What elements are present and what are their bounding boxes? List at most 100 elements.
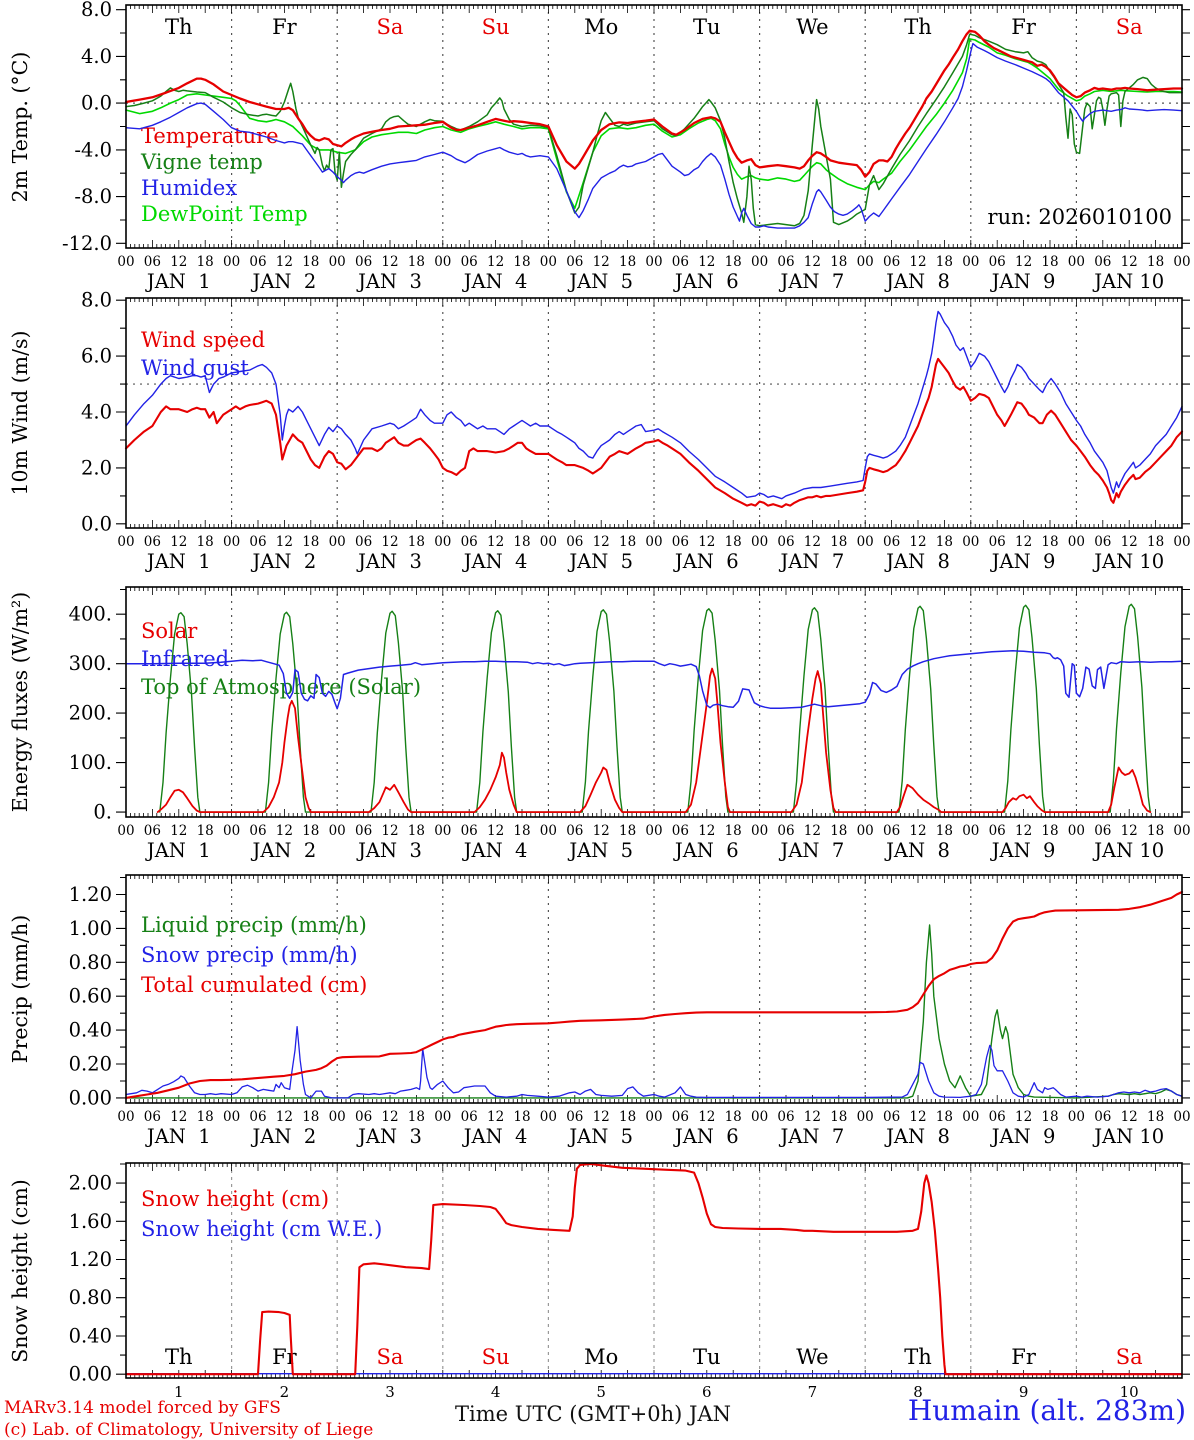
hour-label: 00 xyxy=(329,534,346,550)
legend-wind-speed: Wind speed xyxy=(141,328,265,352)
hour-label: 12 xyxy=(804,254,821,270)
hour-label: 12 xyxy=(276,823,293,839)
hour-label: 06 xyxy=(1094,534,1111,550)
hour-label: 18 xyxy=(513,254,530,270)
hour-label: 18 xyxy=(1041,823,1058,839)
hour-label: 06 xyxy=(144,254,161,270)
y-tick-label: 0.80 xyxy=(69,1286,112,1309)
day-label: JAN 1 xyxy=(145,839,211,862)
hour-label: 00 xyxy=(117,823,134,839)
hour-label: 12 xyxy=(804,823,821,839)
y-tick-label: 0.0 xyxy=(81,512,112,535)
hour-label: 18 xyxy=(936,823,953,839)
series-liquid-precip xyxy=(125,924,1183,1099)
hour-label: 06 xyxy=(989,254,1006,270)
hour-label: 12 xyxy=(170,534,187,550)
day-label: JAN 3 xyxy=(356,1125,422,1148)
series-snow-precip xyxy=(125,1026,1183,1099)
hour-label: 06 xyxy=(355,534,372,550)
hour-label: 00 xyxy=(962,823,979,839)
hour-label: 18 xyxy=(197,534,214,550)
hour-label: 06 xyxy=(989,823,1006,839)
hour-label: 18 xyxy=(1147,1109,1164,1125)
hour-label: 00 xyxy=(223,254,240,270)
day-label: JAN 4 xyxy=(462,270,528,293)
day-label: JAN 6 xyxy=(673,270,739,293)
y-tick-label: 0.80 xyxy=(69,951,112,974)
day-label: JAN 10 xyxy=(1092,1125,1164,1148)
hour-label: 00 xyxy=(1068,534,1085,550)
day-number-label: 2 xyxy=(280,1383,290,1401)
hour-label: 12 xyxy=(698,823,715,839)
hour-ticks xyxy=(130,875,1178,1103)
series-temperature xyxy=(124,29,1184,178)
day-name: We xyxy=(796,15,828,39)
hour-label: 18 xyxy=(1041,534,1058,550)
hour-label: 00 xyxy=(540,1109,557,1125)
hour-label: 18 xyxy=(830,1109,847,1125)
y-tick-label: 2.0 xyxy=(81,456,112,479)
day-name: Su xyxy=(482,15,510,39)
day-label: JAN 1 xyxy=(145,550,211,573)
day-name: Th xyxy=(904,15,932,39)
hour-label: 18 xyxy=(302,534,319,550)
day-name: Tu xyxy=(693,1345,721,1369)
legend-top-of-atmosphere-solar-: Top of Atmosphere (Solar) xyxy=(141,675,421,699)
legend-snow-height-cm-w-e-: Snow height (cm W.E.) xyxy=(141,1217,382,1241)
day-label: JAN 7 xyxy=(779,839,845,862)
y-tick-label: -12.0 xyxy=(62,232,112,255)
day-name: Th xyxy=(165,15,193,39)
hour-label: 00 xyxy=(223,1109,240,1125)
hour-label: 18 xyxy=(936,534,953,550)
day-label: JAN 4 xyxy=(462,1125,528,1148)
day-label: JAN 8 xyxy=(884,1125,950,1148)
hour-label: 18 xyxy=(302,1109,319,1125)
panel-frame xyxy=(125,1162,1183,1379)
hour-label: 06 xyxy=(672,1109,689,1125)
hour-label: 12 xyxy=(593,823,610,839)
hour-label: 00 xyxy=(1068,254,1085,270)
hour-label: 00 xyxy=(857,534,874,550)
y-tick-label: 6.0 xyxy=(81,345,112,368)
day-label: JAN 7 xyxy=(779,1125,845,1148)
hour-label: 12 xyxy=(170,823,187,839)
hour-label: 12 xyxy=(1121,534,1138,550)
hour-label: 00 xyxy=(1173,534,1190,550)
hour-label: 00 xyxy=(962,534,979,550)
hour-label: 00 xyxy=(857,254,874,270)
y-tick-label: 300. xyxy=(69,652,112,675)
hour-label: 00 xyxy=(751,254,768,270)
hour-label: 12 xyxy=(1015,823,1032,839)
hour-label: 00 xyxy=(329,254,346,270)
hour-label: 00 xyxy=(540,534,557,550)
hour-label: 18 xyxy=(830,534,847,550)
hour-label: 06 xyxy=(461,823,478,839)
hour-label: 12 xyxy=(170,1109,187,1125)
y-tick-label: 0.00 xyxy=(69,1363,112,1386)
day-label: JAN 8 xyxy=(884,550,950,573)
hour-label: 12 xyxy=(487,534,504,550)
hour-label: 00 xyxy=(434,823,451,839)
series-infrared xyxy=(125,650,1183,710)
hour-label: 12 xyxy=(698,534,715,550)
y-tick-label: 0. xyxy=(93,801,112,824)
hour-label: 00 xyxy=(645,254,662,270)
hour-label: 00 xyxy=(540,254,557,270)
hour-label: 18 xyxy=(619,534,636,550)
hour-label: 12 xyxy=(170,254,187,270)
hour-label: 00 xyxy=(962,254,979,270)
hour-label: 18 xyxy=(619,1109,636,1125)
hour-ticks xyxy=(130,587,1178,817)
hour-label: 00 xyxy=(751,534,768,550)
day-label: JAN 7 xyxy=(779,270,845,293)
panel-frame xyxy=(125,4,1183,249)
hour-label: 18 xyxy=(619,823,636,839)
hour-label: 00 xyxy=(223,823,240,839)
hour-label: 18 xyxy=(197,1109,214,1125)
day-number-label: 9 xyxy=(1019,1383,1029,1401)
y-tick-label: 200. xyxy=(69,702,112,725)
hour-label: 06 xyxy=(249,254,266,270)
hour-label: 18 xyxy=(1041,254,1058,270)
